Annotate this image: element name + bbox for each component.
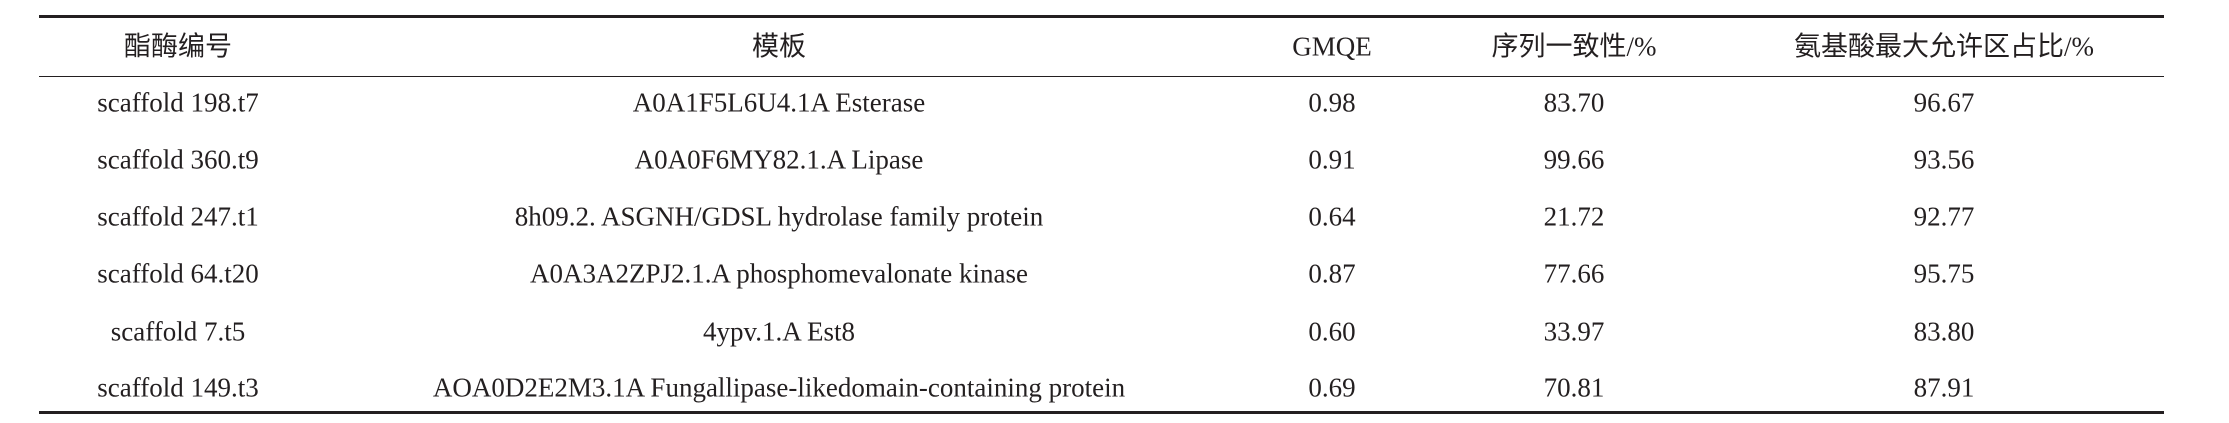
cell-enzyme-id: scaffold 360.t9 xyxy=(97,144,259,175)
cell-sequence-identity: 21.72 xyxy=(1543,201,1605,232)
cell-template: A0A1F5L6U4.1A Esterase xyxy=(632,87,926,118)
cell-enzyme-id: scaffold 198.t7 xyxy=(97,87,259,118)
top-rule xyxy=(39,15,2164,18)
bottom-rule xyxy=(39,411,2164,414)
cell-ramachandran-favored: 92.77 xyxy=(1913,201,1975,232)
cell-sequence-identity: 77.66 xyxy=(1543,258,1605,289)
header-template: 模板 xyxy=(752,31,806,62)
cell-enzyme-id: scaffold 247.t1 xyxy=(97,201,259,232)
cell-template: A0A0F6MY82.1.A Lipase xyxy=(634,144,924,175)
cell-gmqe: 0.87 xyxy=(1308,258,1356,289)
cell-gmqe: 0.69 xyxy=(1308,372,1356,403)
cell-sequence-identity: 83.70 xyxy=(1543,87,1605,118)
header-enzyme-id: 酯酶编号 xyxy=(124,31,232,62)
cell-enzyme-id: scaffold 64.t20 xyxy=(97,258,259,289)
cell-enzyme-id: scaffold 7.t5 xyxy=(110,316,246,347)
cell-ramachandran-favored: 95.75 xyxy=(1913,258,1975,289)
cell-template: 8h09.2. ASGNH/GDSL hydrolase family prot… xyxy=(514,201,1044,232)
header-rule xyxy=(39,76,2164,77)
cell-gmqe: 0.64 xyxy=(1308,201,1356,232)
cell-gmqe: 0.91 xyxy=(1308,144,1356,175)
cell-gmqe: 0.98 xyxy=(1308,87,1356,118)
cell-ramachandran-favored: 93.56 xyxy=(1913,144,1975,175)
cell-sequence-identity: 33.97 xyxy=(1543,316,1605,347)
cell-sequence-identity: 70.81 xyxy=(1543,372,1605,403)
header-gmqe: GMQE xyxy=(1292,31,1372,62)
cell-template: AOA0D2E2M3.1A Fungallipase-likedomain-co… xyxy=(432,372,1126,403)
cell-enzyme-id: scaffold 149.t3 xyxy=(97,372,259,403)
cell-template: A0A3A2ZPJ2.1.A phosphomevalonate kinase xyxy=(530,258,1028,289)
header-sequence-identity: 序列一致性/% xyxy=(1491,31,1657,62)
cell-template: 4ypv.1.A Est8 xyxy=(702,316,856,347)
cell-ramachandran-favored: 83.80 xyxy=(1913,316,1975,347)
cell-ramachandran-favored: 87.91 xyxy=(1913,372,1975,403)
cell-sequence-identity: 99.66 xyxy=(1543,144,1605,175)
cell-ramachandran-favored: 96.67 xyxy=(1913,87,1975,118)
cell-gmqe: 0.60 xyxy=(1308,316,1356,347)
header-ramachandran-favored: 氨基酸最大允许区占比/% xyxy=(1794,31,2094,62)
